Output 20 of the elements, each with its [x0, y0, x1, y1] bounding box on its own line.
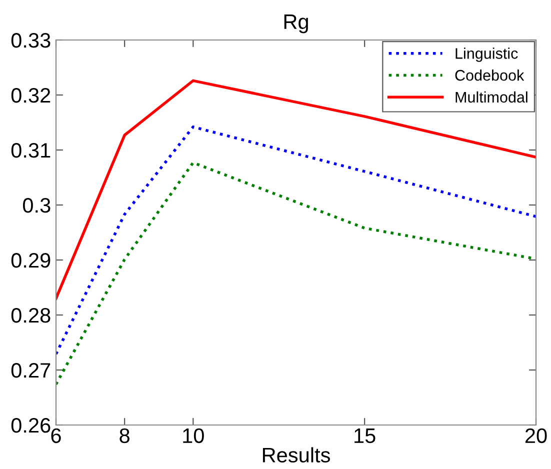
x-tick-label: 15	[354, 428, 376, 444]
x-tick-label: 8	[120, 428, 130, 444]
legend-label: Codebook	[455, 70, 524, 81]
legend-label: Multimodal	[456, 91, 528, 103]
y-tick-label: 0.27	[11, 363, 50, 378]
line-series	[56, 126, 536, 356]
line-series	[56, 79, 536, 300]
x-tick-label: 10	[183, 428, 204, 444]
y-tick-label: 0.29	[11, 253, 50, 268]
x-tick-label: 20	[525, 428, 547, 444]
y-tick-label: 0.32	[11, 88, 50, 103]
x-axis-title: Results	[262, 447, 330, 462]
y-tick-label: 0.33	[11, 33, 50, 48]
y-tick-label: 0.31	[11, 143, 50, 158]
legend-label: Linguistic	[456, 48, 518, 62]
x-tick-label: 6	[51, 428, 61, 444]
y-tick-label: 0.28	[11, 308, 50, 323]
y-tick-label: 0.3	[22, 198, 50, 213]
y-tick-label: 0.26	[11, 418, 50, 433]
chart-title: Rg	[284, 14, 308, 34]
